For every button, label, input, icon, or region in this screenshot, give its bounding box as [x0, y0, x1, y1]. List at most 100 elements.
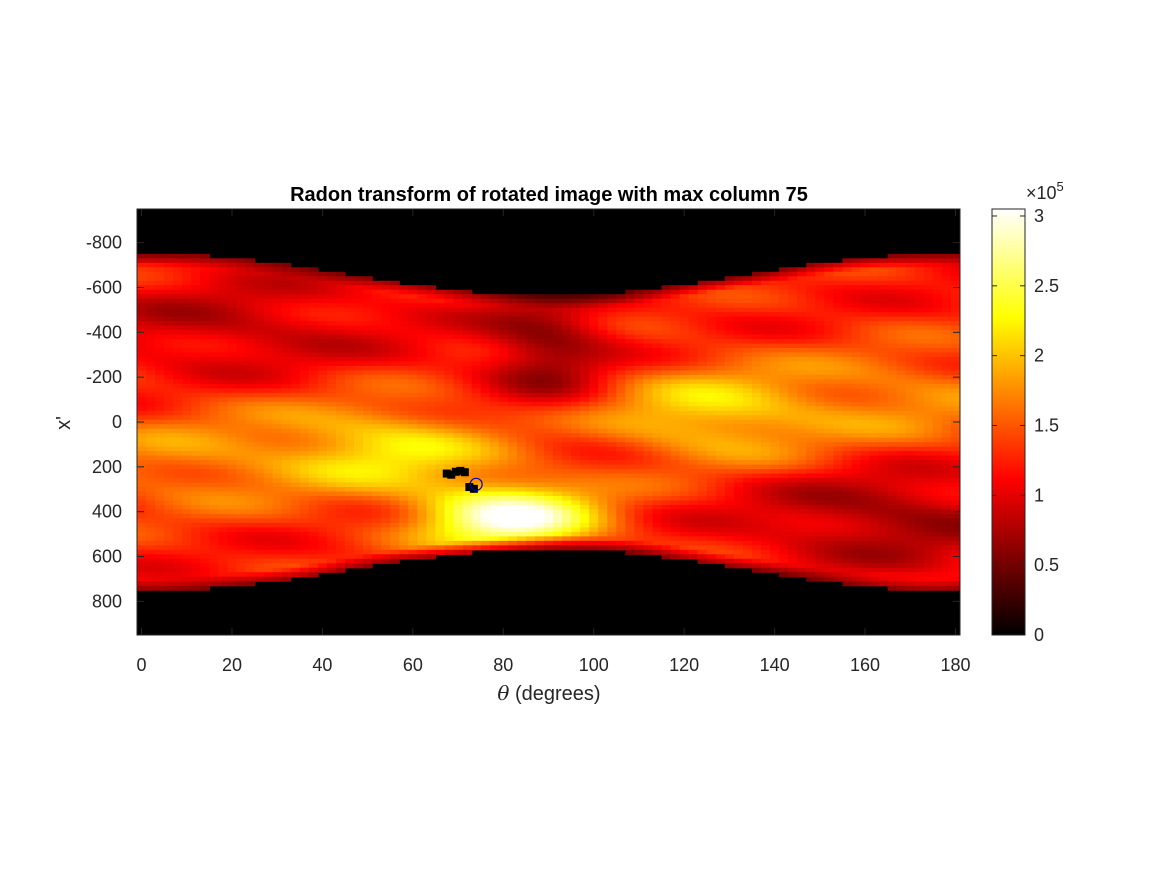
heatmap-cell [661, 478, 672, 484]
heatmap-cell [218, 307, 229, 313]
heatmap-cell [254, 339, 265, 345]
heatmap-cell [299, 289, 310, 295]
heatmap-cell [788, 455, 798, 461]
heatmap-cell [317, 285, 328, 291]
heatmap-cell [625, 415, 636, 421]
heatmap-cell [245, 504, 256, 511]
heatmap-cell [408, 361, 418, 367]
heatmap-cell [435, 536, 446, 542]
heatmap-cell [770, 549, 780, 555]
heatmap-cell [372, 298, 382, 304]
heatmap-cell [788, 522, 798, 528]
heatmap-cell [381, 531, 391, 537]
heatmap-cell [571, 415, 581, 421]
heatmap-cell [290, 370, 301, 376]
heatmap-cell [797, 518, 807, 524]
heatmap-cell [335, 401, 346, 407]
heatmap-cell [453, 424, 464, 430]
heatmap-cell [453, 491, 464, 497]
heatmap-cell [272, 303, 283, 309]
heatmap-cell [652, 294, 663, 300]
heatmap-cell [372, 321, 382, 327]
heatmap-cell [607, 509, 617, 515]
heatmap-cell [417, 361, 427, 367]
heatmap-cell [788, 433, 798, 439]
heatmap-cell [399, 392, 409, 398]
heatmap-cell [218, 531, 229, 537]
heatmap-cell [788, 536, 798, 542]
heatmap-cell [218, 271, 229, 277]
heatmap-cell [797, 388, 807, 394]
heatmap-cell [679, 298, 690, 304]
heatmap-cell [688, 469, 699, 475]
heatmap-cell [761, 383, 771, 389]
heatmap-cell [770, 370, 780, 376]
heatmap-cell [182, 383, 192, 389]
heatmap-cell [200, 487, 210, 493]
heatmap-cell [553, 374, 563, 380]
heatmap-cell [308, 545, 319, 551]
heatmap-cell [372, 343, 382, 349]
heatmap-cell [191, 321, 201, 327]
heatmap-cell [507, 294, 518, 300]
heatmap-cell [643, 509, 654, 515]
heatmap-cell [227, 536, 238, 542]
heatmap-cell [607, 365, 617, 372]
heatmap-cell [354, 374, 364, 380]
heatmap-cell [462, 433, 473, 439]
heatmap-cell [155, 262, 165, 268]
heatmap-cell [164, 365, 174, 372]
heatmap-cell [498, 410, 509, 416]
heatmap-cell [770, 379, 780, 385]
heatmap-cell [779, 513, 789, 520]
heatmap-cell [489, 487, 500, 493]
heatmap-cell [272, 469, 283, 475]
heatmap-cell [164, 545, 174, 551]
heatmap-cell [806, 455, 816, 461]
heatmap-cell [751, 379, 762, 385]
heatmap-cell [290, 446, 301, 452]
heatmap-cell [254, 356, 265, 363]
heatmap-cell [390, 433, 400, 439]
heatmap-cell [191, 478, 201, 484]
heatmap-cell [525, 491, 536, 497]
heatmap-cell [788, 567, 798, 573]
heatmap-cell [227, 258, 238, 264]
heatmap-cell [806, 531, 816, 537]
heatmap-cell [299, 365, 310, 372]
heatmap-cell [155, 581, 165, 587]
heatmap-cell [562, 464, 572, 470]
heatmap-cell [652, 540, 663, 546]
heatmap-cell [779, 554, 789, 560]
heatmap-cell [345, 352, 355, 358]
heatmap-cell [399, 536, 409, 542]
heatmap-cell [200, 343, 210, 349]
heatmap-cell [426, 549, 437, 555]
heatmap-cell [733, 558, 744, 564]
heatmap-cell [227, 495, 238, 502]
heatmap-cell [281, 339, 292, 345]
heatmap-cell [408, 285, 418, 291]
heatmap-cell [670, 343, 681, 349]
heatmap-cell [462, 513, 473, 520]
heatmap-cell [209, 581, 219, 587]
heatmap-cell [670, 455, 681, 461]
heatmap-cell [553, 433, 563, 439]
heatmap-cell [471, 428, 482, 434]
heatmap-cell [435, 370, 446, 376]
heatmap-cell [543, 325, 554, 331]
heatmap-cell [634, 478, 645, 484]
heatmap-cell [751, 558, 762, 564]
heatmap-cell [824, 383, 834, 389]
heatmap-cell [155, 415, 165, 421]
heatmap-cell [182, 442, 192, 448]
heatmap-cell [625, 334, 636, 340]
heatmap-cell [697, 356, 708, 363]
heatmap-cell [607, 352, 617, 358]
heatmap-cell [245, 267, 256, 273]
heatmap-cell [652, 460, 663, 466]
heatmap-cell [679, 383, 690, 389]
heatmap-cell [616, 348, 626, 354]
heatmap-cell [634, 536, 645, 542]
heatmap-cell [815, 289, 825, 295]
